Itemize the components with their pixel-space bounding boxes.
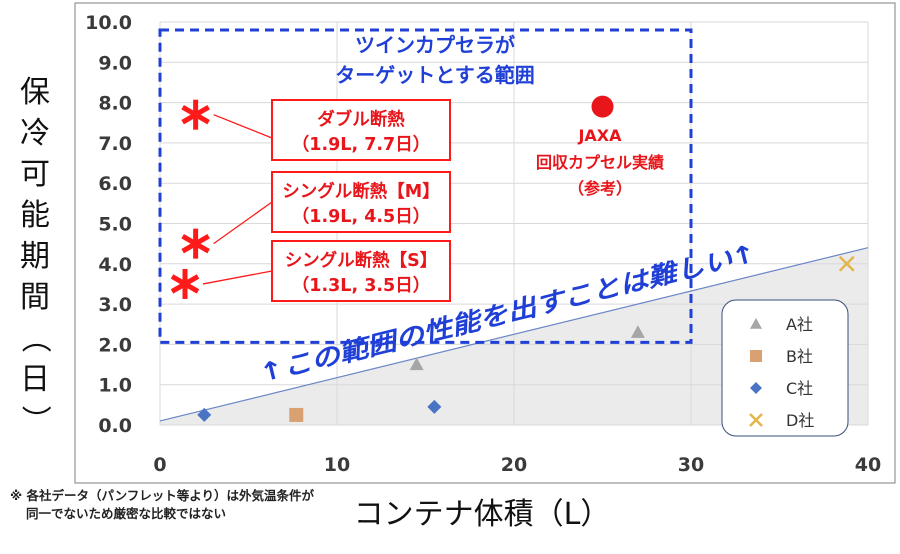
y-tick-label: 1.0 xyxy=(98,375,132,397)
y-axis-label-char: 日 xyxy=(20,362,50,397)
footnote-line2: 同一でないため厳密な比較ではない xyxy=(26,506,226,521)
legend: A社 B社 C社 D社 xyxy=(749,315,814,430)
legend-label: D社 xyxy=(786,411,814,430)
twin-capsule-label-box xyxy=(271,240,451,302)
twin-capsule-points: ダブル断熱 （1.9L, 7.7日） シングル断熱【M】 （1.9L, 4.5日） シン… xyxy=(170,99,451,302)
target-region-title-line1: ツインカプセラが xyxy=(355,33,515,57)
legend-label: A社 xyxy=(786,315,813,334)
x-tick-labels: 0 10 20 30 40 xyxy=(153,454,881,476)
twin-capsule-label-line2: （1.3L, 3.5日） xyxy=(292,275,430,296)
legend-marker-square xyxy=(750,350,762,362)
jaxa-point xyxy=(591,95,614,118)
target-region-box xyxy=(158,28,693,344)
leader-line xyxy=(202,270,273,285)
y-axis-label-char: 可 xyxy=(20,157,50,192)
x-tick-label: 30 xyxy=(678,454,704,476)
asterisk-stroke xyxy=(170,274,200,294)
data-point-diamond xyxy=(427,399,442,414)
jaxa-label-line3: （参考） xyxy=(568,179,632,198)
y-tick-label: 2.0 xyxy=(98,334,132,356)
legend-label: B社 xyxy=(786,347,813,366)
y-tick-label: 0.0 xyxy=(98,415,132,437)
data-point-diamond xyxy=(197,407,212,422)
x-tick-label: 10 xyxy=(324,454,350,476)
footnote-line1: ※ 各社データ（パンフレット等より）は外気温条件が xyxy=(10,488,315,503)
legend-box xyxy=(721,299,849,437)
y-tick-label: 4.0 xyxy=(98,254,132,276)
data-point-triangle xyxy=(409,357,424,371)
twin-capsule-point xyxy=(170,268,200,299)
jaxa-label-line2: 回収カプセル実績 xyxy=(536,153,664,172)
legend-label: C社 xyxy=(786,379,813,398)
y-axis-label-char: 保 xyxy=(20,75,50,110)
jaxa-point-group xyxy=(591,95,614,118)
trend-line xyxy=(159,247,869,422)
data-point-triangle xyxy=(630,325,645,338)
series-markers xyxy=(197,255,855,422)
y-tick-label: 8.0 xyxy=(98,93,132,115)
y-tick-label: 5.0 xyxy=(98,214,132,236)
asterisk-stroke xyxy=(181,105,210,125)
twin-capsule-point xyxy=(181,228,210,259)
data-point-square xyxy=(289,407,304,422)
y-tick-label: 6.0 xyxy=(98,173,132,195)
y-axis-label-char: ） xyxy=(17,405,52,435)
y-axis-label-char: 能 xyxy=(20,198,50,233)
jaxa-label-line1: JAXA xyxy=(577,126,622,145)
y-axis-label-char: 冷 xyxy=(20,116,50,151)
y-axis-label-char: （ xyxy=(17,323,52,353)
x-tick-label: 40 xyxy=(855,454,881,476)
x-axis-label: コンテナ体積（L） xyxy=(354,497,611,532)
twin-capsule-label-line2: （1.9L, 4.5日） xyxy=(292,206,430,227)
y-tick-label: 9.0 xyxy=(98,52,132,74)
data-point-x xyxy=(838,255,855,272)
x-tick-label: 0 xyxy=(153,454,166,476)
twin-capsule-label-line1: ダブル断熱 xyxy=(317,109,405,130)
y-tick-label: 7.0 xyxy=(98,133,132,155)
y-axis-label-char: 期 xyxy=(20,239,50,274)
twin-capsule-label-line1: シングル断熱【S】 xyxy=(285,250,438,271)
twin-capsule-label-line1: シングル断熱【M】 xyxy=(282,181,439,202)
leader-line xyxy=(213,114,273,139)
y-tick-labels: 0.0 1.0 2.0 3.0 4.0 5.0 6.0 7.0 8.0 9.0 10.0 xyxy=(85,12,132,437)
y-tick-label: 10.0 xyxy=(85,12,132,34)
asterisk-stroke xyxy=(181,233,210,254)
twin-capsule-point xyxy=(181,99,210,130)
y-axis-label-char: 間 xyxy=(20,280,50,315)
x-tick-label: 20 xyxy=(501,454,527,476)
twin-capsule-label-box xyxy=(271,171,451,233)
y-tick-label: 3.0 xyxy=(98,294,132,316)
legend-marker-triangle xyxy=(750,318,762,329)
target-region-title-line2: ターゲットとする範囲 xyxy=(335,63,534,87)
twin-capsule-label-box xyxy=(271,99,451,161)
twin-capsule-label-line2: （1.9L, 7.7日） xyxy=(292,134,430,155)
legend-marker-diamond xyxy=(750,382,762,394)
leader-line xyxy=(213,201,273,245)
legend-marker-x xyxy=(749,413,763,427)
